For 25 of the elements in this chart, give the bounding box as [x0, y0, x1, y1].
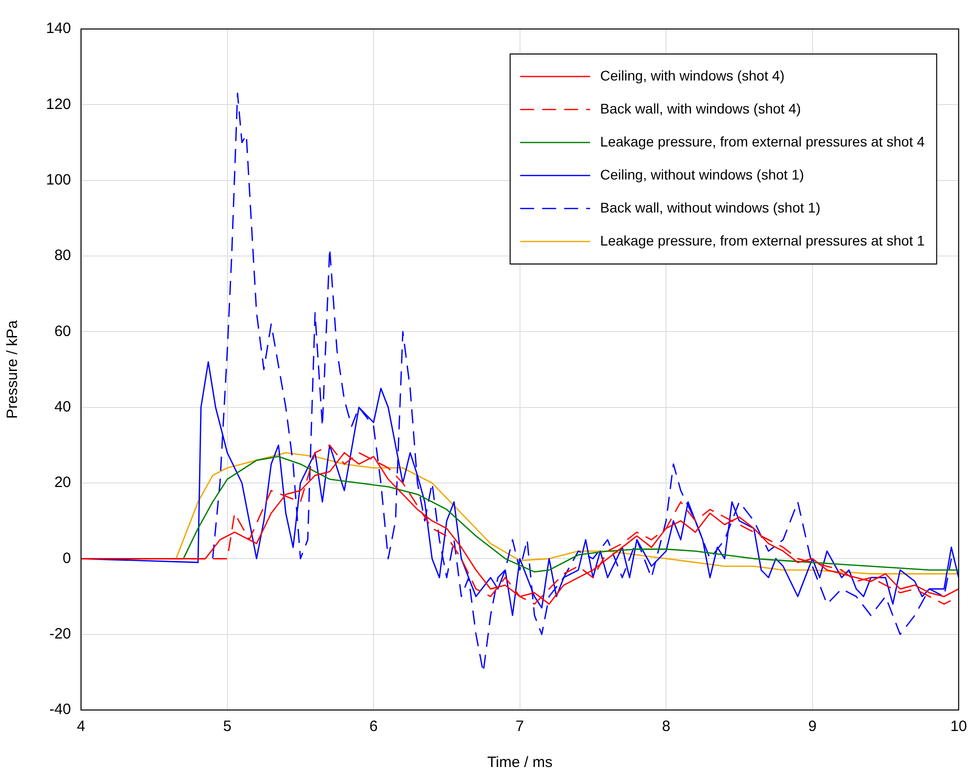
legend-label: Back wall, with windows (shot 4) — [600, 100, 801, 116]
y-tick-label: 80 — [54, 247, 72, 264]
y-tick-label: 140 — [46, 20, 72, 38]
y-tick-label: 20 — [54, 474, 72, 492]
x-tick-label: 9 — [808, 718, 817, 736]
y-tick-label: 40 — [54, 398, 72, 416]
x-tick-label: 7 — [516, 718, 524, 736]
x-axis-title: Time / ms — [487, 754, 552, 772]
y-tick-label: 100 — [46, 171, 72, 188]
legend-label: Leakage pressure, from external pressures at shot 1 — [600, 232, 925, 248]
y-tick-label: 0 — [62, 550, 72, 567]
y-tick-label: -40 — [49, 701, 72, 718]
legend-label: Back wall, without windows (shot 1) — [600, 199, 820, 216]
legend-label: Leakage pressure, from external pressures at shot 4 — [600, 133, 925, 150]
x-tick-label: 8 — [662, 718, 670, 736]
x-tick-label: 10 — [950, 718, 967, 736]
legend-label: Ceiling, with windows (shot 4) — [600, 67, 785, 84]
y-axis-title: Pressure / kPa — [4, 320, 22, 419]
x-tick-label: 6 — [369, 718, 378, 736]
x-tick-label: 4 — [76, 718, 86, 736]
legend-label: Ceiling, without windows (shot 1) — [600, 166, 804, 182]
x-tick-label: 5 — [223, 718, 232, 736]
y-tick-label: 120 — [46, 96, 72, 113]
y-tick-label: -20 — [49, 625, 72, 642]
y-tick-label: 60 — [54, 322, 72, 340]
